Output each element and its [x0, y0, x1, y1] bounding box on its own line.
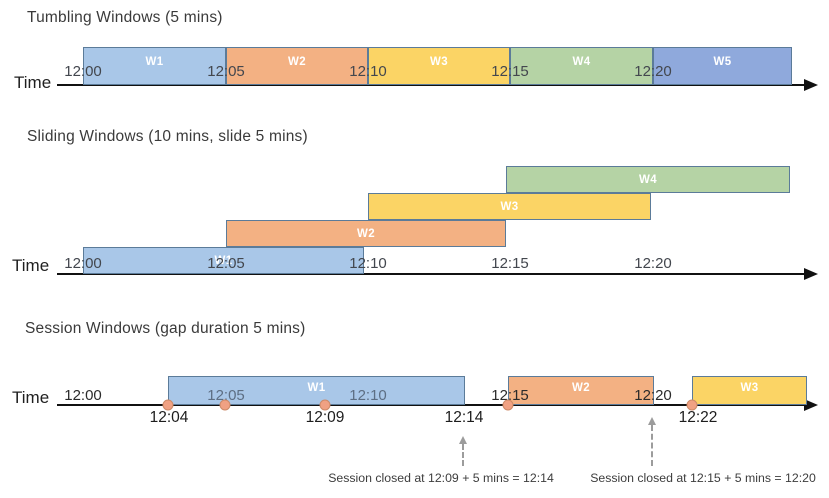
axis-tick-label: 12:00	[64, 255, 102, 272]
axis-tick-label: 12:00	[64, 63, 102, 80]
axis-tick-label: 12:10	[349, 255, 387, 272]
event-dot-icon	[686, 399, 698, 411]
event-time-label: 12:14	[444, 409, 484, 426]
event-dot-icon	[319, 399, 331, 411]
time-axis-line	[57, 273, 806, 275]
event-dot-icon	[162, 399, 174, 411]
window-label: W1	[307, 381, 326, 394]
arrowhead-icon	[459, 436, 467, 444]
window-label: W4	[638, 173, 658, 186]
time-axis-label: Time	[14, 73, 52, 92]
time-axis-line	[57, 84, 806, 86]
axis-arrowhead-icon	[804, 268, 818, 280]
axis-tick-label: 12:05	[207, 387, 245, 404]
session-close-annotation: Session closed at 12:15 + 5 mins = 12:20	[590, 471, 816, 485]
axis-tick-label: 12:05	[207, 255, 245, 272]
arrowhead-icon	[648, 417, 656, 425]
window-w2: W2	[508, 376, 654, 405]
window-w2: W2	[226, 47, 368, 85]
window-w4: W4	[506, 166, 790, 193]
window-label: W5	[713, 56, 732, 68]
window-w3: W3	[692, 376, 807, 405]
axis-arrowhead-icon	[804, 399, 818, 411]
axis-tick-label: 12:20	[634, 387, 672, 404]
event-time-label: 12:22	[678, 409, 718, 426]
axis-tick-label: 12:10	[349, 387, 387, 404]
axis-tick-label: 12:15	[491, 63, 529, 80]
event-time-label: 12:09	[305, 409, 345, 426]
event-dot-icon	[219, 399, 231, 411]
section-title: Tumbling Windows (5 mins)	[27, 9, 223, 26]
axis-tick-label: 12:05	[207, 63, 245, 80]
window-label: W4	[572, 56, 591, 68]
arrow-stem	[651, 425, 653, 466]
axis-tick-label: 12:00	[64, 387, 102, 404]
window-label: W2	[287, 56, 307, 68]
axis-tick-label: 12:20	[634, 255, 672, 272]
window-w3: W3	[368, 47, 510, 85]
window-label: W2	[571, 381, 591, 394]
window-label: W2	[356, 227, 376, 240]
window-w2: W2	[226, 220, 506, 247]
time-axis-label: Time	[12, 256, 50, 275]
section-title: Sliding Windows (10 mins, slide 5 mins)	[27, 128, 308, 145]
time-axis-label: Time	[12, 388, 50, 407]
window-label: W3	[429, 56, 449, 68]
window-label: W3	[740, 381, 759, 394]
axis-tick-label: 12:20	[634, 63, 672, 80]
arrow-stem	[462, 444, 464, 466]
window-w1: W1	[168, 376, 465, 405]
axis-arrowhead-icon	[804, 79, 818, 91]
window-label: W3	[500, 200, 519, 213]
window-label: W1	[214, 254, 233, 267]
event-dot-icon	[502, 399, 514, 411]
window-w1: W1	[83, 247, 364, 274]
window-w1: W1	[83, 47, 226, 85]
window-w5: W5	[653, 47, 792, 85]
window-w4: W4	[510, 47, 653, 85]
event-time-label: 12:04	[149, 409, 189, 426]
session-close-arrow-icon	[459, 436, 467, 466]
axis-tick-label: 12:15	[491, 255, 529, 272]
axis-tick-label: 12:10	[349, 63, 387, 80]
axis-tick-label: 12:15	[491, 387, 529, 404]
window-w3: W3	[368, 193, 651, 220]
session-close-arrow-icon	[648, 417, 656, 466]
time-axis-line	[57, 404, 806, 406]
section-title: Session Windows (gap duration 5 mins)	[25, 320, 306, 337]
session-close-annotation: Session closed at 12:09 + 5 mins = 12:14	[328, 471, 554, 485]
window-label: W1	[145, 56, 164, 68]
